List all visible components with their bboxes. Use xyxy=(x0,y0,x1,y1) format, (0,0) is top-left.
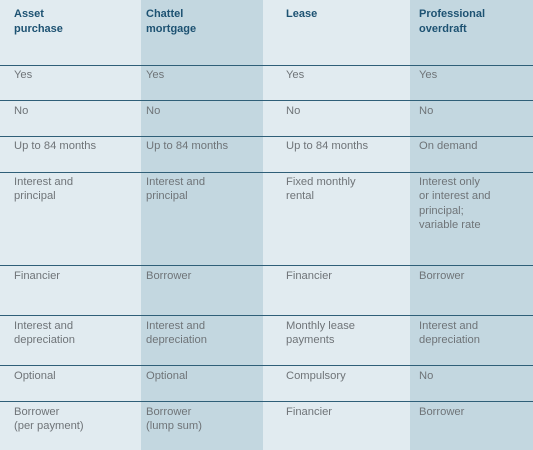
header-asset-purchase: Asset purchase xyxy=(14,8,63,35)
row-divider xyxy=(0,365,533,366)
table-cell: Yes xyxy=(419,69,438,81)
column-chattel-mortgage xyxy=(141,0,263,450)
table-cell: Borrower xyxy=(419,406,465,418)
header-lease: Lease xyxy=(286,8,318,20)
row-divider xyxy=(0,100,533,101)
table-cell: On demand xyxy=(419,140,478,152)
table-cell: Financier xyxy=(286,406,333,418)
column-asset-purchase xyxy=(0,0,141,450)
table-cell: Interest and depreciation xyxy=(14,320,75,347)
table-cell: No xyxy=(419,370,434,382)
row-divider xyxy=(0,136,533,137)
table-cell: Fixed monthly rental xyxy=(286,176,356,203)
table-cell: Optional xyxy=(146,370,188,382)
row-divider xyxy=(0,172,533,173)
row-divider xyxy=(0,65,533,66)
table-cell: Yes xyxy=(146,69,165,81)
table-cell: Borrower xyxy=(419,270,465,282)
table-cell: Optional xyxy=(14,370,56,382)
table-cell: No xyxy=(419,105,434,117)
table-cell: Compulsory xyxy=(286,370,346,382)
table-cell: Up to 84 months xyxy=(146,140,229,152)
table-cell: Up to 84 months xyxy=(14,140,97,152)
row-divider xyxy=(0,315,533,316)
table-cell: Interest and depreciation xyxy=(419,320,480,347)
row-divider xyxy=(0,265,533,266)
table-cell: No xyxy=(286,105,301,117)
table-cell: No xyxy=(146,105,161,117)
table-cell: Interest only or interest and principal;… xyxy=(419,176,491,232)
header-professional-overdraft: Professional overdraft xyxy=(419,8,486,35)
table-cell: Borrower xyxy=(146,270,192,282)
row-divider xyxy=(0,401,533,402)
table-cell: Interest and principal xyxy=(146,176,206,203)
column-professional-overdraft xyxy=(410,0,533,450)
table-cell: Monthly lease payments xyxy=(286,320,356,347)
table-cell: No xyxy=(14,105,29,117)
table-cell: Financier xyxy=(14,270,61,282)
table-cell: Interest and depreciation xyxy=(146,320,207,347)
table-cell: Financier xyxy=(286,270,333,282)
table-cell: Borrower (per payment) xyxy=(14,406,84,433)
table-cell: Borrower (lump sum) xyxy=(146,406,202,433)
column-lease xyxy=(263,0,410,450)
table-cell: Yes xyxy=(14,69,33,81)
table-cell: Up to 84 months xyxy=(286,140,369,152)
table-cell: Interest and principal xyxy=(14,176,74,203)
header-chattel-mortgage: Chattel mortgage xyxy=(146,8,197,35)
table-cell: Yes xyxy=(286,69,305,81)
